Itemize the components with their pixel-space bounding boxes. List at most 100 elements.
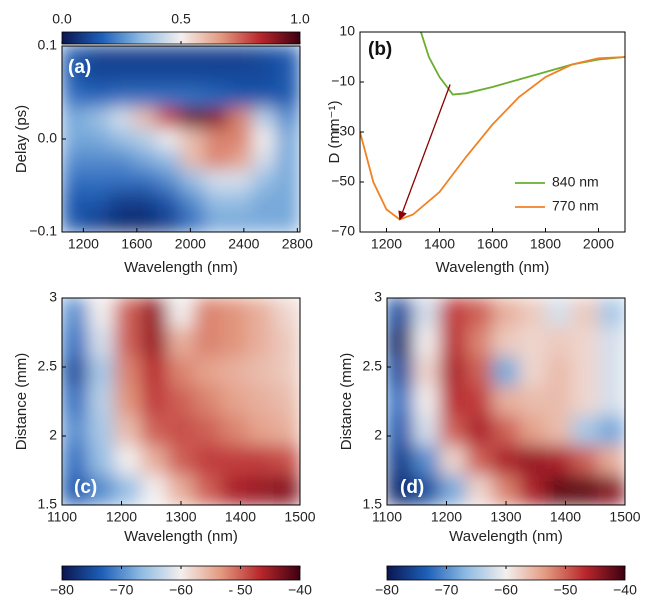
heat-cell — [228, 210, 253, 232]
heat-cell — [156, 148, 182, 171]
x-tick-label: 2400 — [228, 236, 259, 252]
heat-cell — [87, 356, 116, 388]
heat-cell — [204, 46, 230, 68]
y-axis-label: Distance (mm) — [338, 353, 355, 451]
heat-cell — [228, 169, 253, 192]
colorbar-tick-label: −50 — [554, 582, 578, 597]
heat-cell — [62, 46, 87, 68]
heat-cell — [193, 445, 222, 476]
heat-cell — [87, 445, 116, 476]
legend-label: 840 nm — [552, 174, 599, 190]
y-tick-label: 0.0 — [38, 130, 58, 146]
heat-cell — [545, 415, 573, 447]
x-tick-label: 1400 — [424, 236, 455, 252]
y-tick-label: −30 — [331, 123, 355, 139]
heat-cell — [62, 386, 89, 417]
heat-cell — [193, 327, 222, 358]
colorbar-tick-label: −70 — [435, 582, 459, 597]
y-tick-label: 2 — [374, 427, 382, 443]
heat-cell — [598, 386, 625, 417]
heat-cell — [204, 148, 230, 171]
heat-cell — [228, 148, 253, 171]
heat-cell — [228, 128, 253, 150]
heat-cell — [156, 128, 182, 150]
heat-cell — [62, 445, 89, 476]
heat-cell — [251, 128, 277, 150]
heat-cell — [132, 66, 158, 88]
heat-cell — [87, 327, 116, 358]
x-tick-label: 1600 — [121, 236, 152, 252]
panel-label: (a) — [68, 57, 91, 78]
heat-cell — [132, 107, 158, 130]
heat-cell — [228, 107, 253, 130]
heat-cell — [156, 66, 182, 88]
heat-cell — [132, 128, 158, 150]
heat-cell — [114, 415, 142, 447]
heatmap — [387, 298, 625, 505]
heat-cell — [387, 356, 414, 388]
heat-cell — [275, 128, 300, 150]
heat-cell — [273, 356, 300, 388]
y-axis-label: D (mm⁻¹) — [326, 101, 343, 164]
colorbar-tick-label: −80 — [375, 582, 399, 597]
y-tick-label: 3 — [374, 289, 382, 305]
x-tick-label: 1300 — [490, 509, 521, 525]
heat-cell — [109, 86, 134, 109]
heat-cell — [439, 327, 467, 358]
heat-cell — [167, 386, 195, 417]
heat-cell — [167, 474, 195, 505]
heat-cell — [140, 445, 169, 476]
x-tick-label: 1400 — [550, 509, 581, 525]
heatmap — [62, 46, 300, 232]
heat-cell — [439, 356, 467, 388]
heat-cell — [273, 327, 300, 358]
heat-cell — [85, 210, 111, 232]
heat-cell — [156, 107, 182, 130]
lines — [360, 32, 625, 221]
heat-cell — [85, 46, 111, 68]
heat-cell — [109, 169, 134, 192]
heat-cell — [228, 190, 253, 212]
heat-cell — [518, 386, 547, 417]
heat-cell — [132, 86, 158, 109]
heat-cell — [204, 190, 230, 212]
x-tick-label: 2800 — [282, 236, 313, 252]
heat-cell — [492, 445, 520, 476]
heat-cell — [193, 298, 222, 329]
x-tick-label: 1800 — [530, 236, 561, 252]
x-tick-label: 1600 — [477, 236, 508, 252]
y-tick-label: −70 — [331, 223, 355, 239]
x-tick-label: 1400 — [225, 509, 256, 525]
heat-cell — [204, 128, 230, 150]
heat-cell — [180, 169, 206, 192]
heat-cell — [87, 474, 116, 505]
heat-cell — [180, 66, 206, 88]
heat-cell — [246, 474, 275, 505]
heatmap-cells — [62, 298, 300, 505]
heat-cell — [571, 356, 600, 388]
heat-cell — [62, 356, 89, 388]
heat-cell — [387, 445, 414, 476]
heat-cell — [518, 298, 547, 329]
x-tick-label: 2000 — [175, 236, 206, 252]
x-tick-label: 1300 — [165, 509, 196, 525]
heat-cell — [62, 327, 89, 358]
heat-cell — [492, 327, 520, 358]
x-axis-label: Wavelength (nm) — [124, 259, 238, 276]
panel-label: (d) — [400, 477, 424, 498]
heat-cell — [62, 66, 87, 88]
heat-cell — [220, 445, 248, 476]
heat-cell — [465, 298, 494, 329]
heat-cell — [439, 386, 467, 417]
y-tick-label: 2 — [49, 427, 57, 443]
heat-cell — [545, 356, 573, 388]
heat-cell — [85, 128, 111, 150]
heat-cell — [492, 298, 520, 329]
heat-cell — [85, 190, 111, 212]
heat-cell — [492, 415, 520, 447]
heat-cell — [140, 327, 169, 358]
heat-cell — [140, 298, 169, 329]
heat-cell — [465, 356, 494, 388]
heat-cell — [228, 46, 253, 68]
heat-cell — [87, 415, 116, 447]
